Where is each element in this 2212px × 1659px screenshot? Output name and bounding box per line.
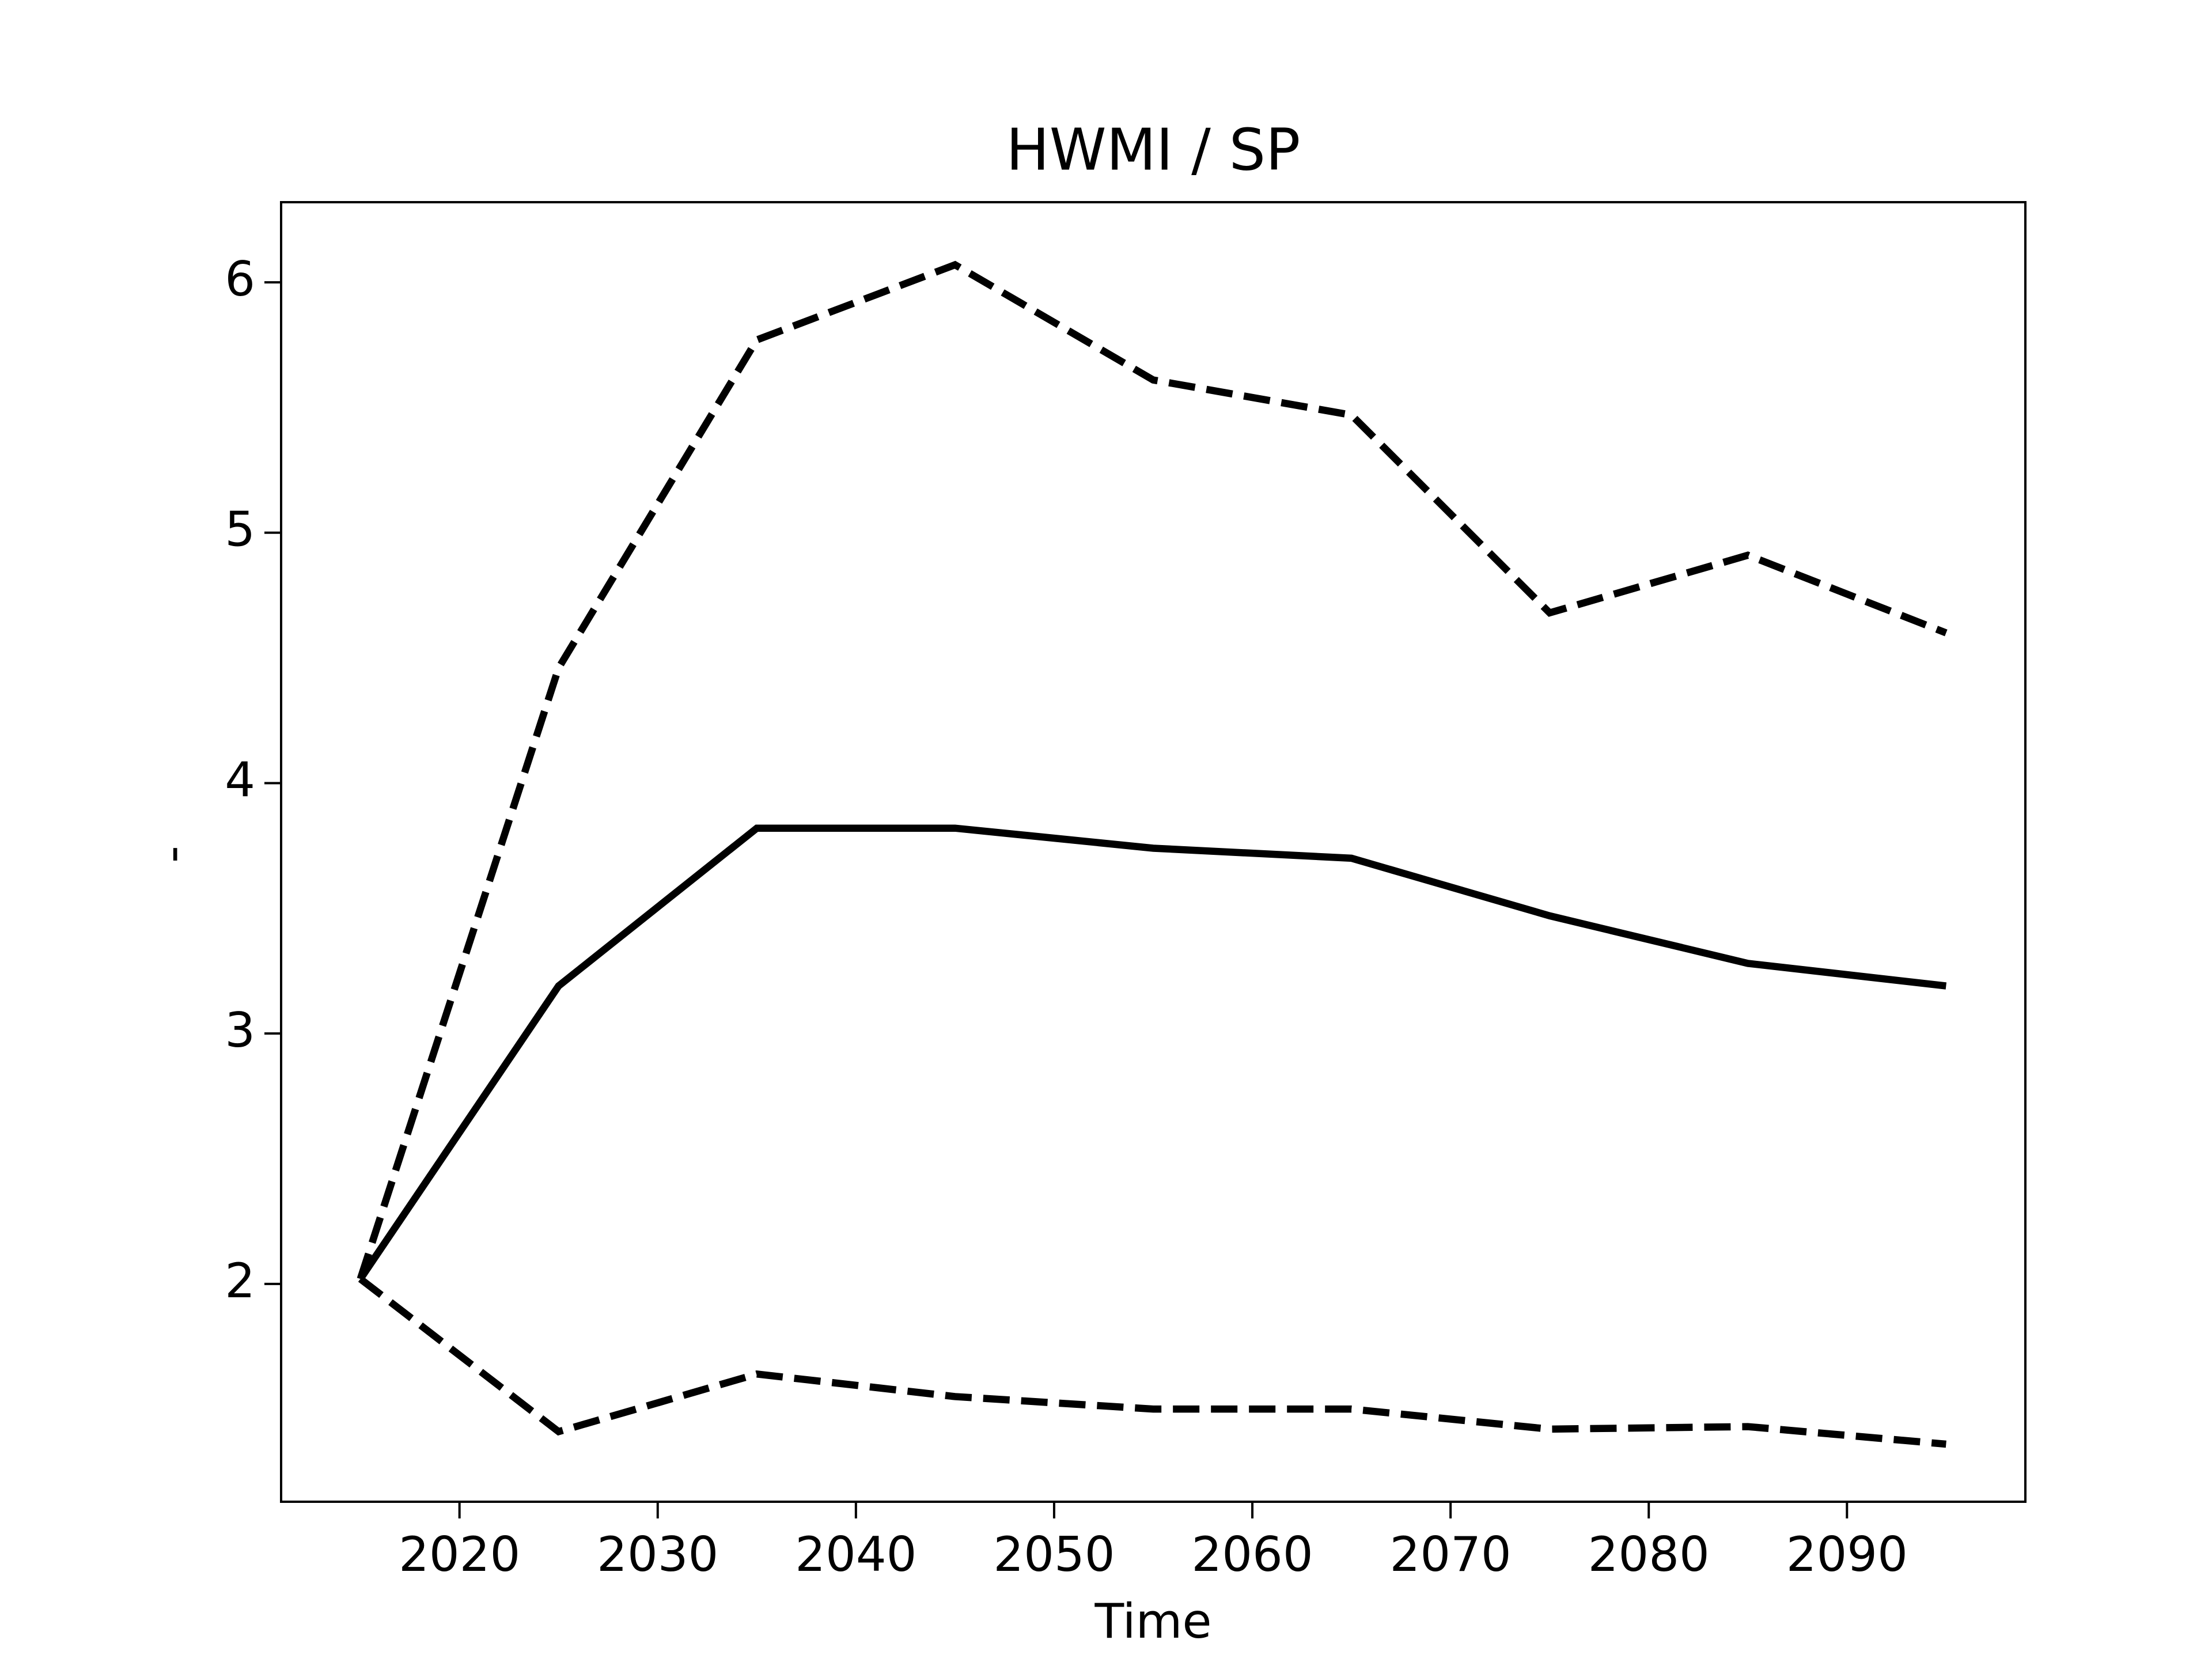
x-tick-label: 2080 xyxy=(1588,1527,1710,1582)
series-line xyxy=(357,260,1948,1281)
series-line xyxy=(358,1276,1946,1448)
plot-frame xyxy=(280,201,2027,1503)
y-tick-label: 6 xyxy=(225,251,255,307)
x-tick-label: 2050 xyxy=(993,1527,1115,1582)
y-tick-label: 4 xyxy=(225,752,255,808)
chart-title: HWMI / SP xyxy=(1006,116,1301,183)
x-tick-label: 2090 xyxy=(1786,1527,1908,1582)
y-tick-label: 2 xyxy=(225,1253,255,1309)
x-tick-label: 2020 xyxy=(399,1527,520,1582)
x-tick-label: 2060 xyxy=(1191,1527,1313,1582)
x-tick-label: 2040 xyxy=(795,1527,916,1582)
x-tick-label: 2030 xyxy=(597,1527,718,1582)
x-axis-label: Time xyxy=(1094,1593,1211,1649)
x-tick-label: 2070 xyxy=(1390,1527,1512,1582)
y-tick-label: 5 xyxy=(225,502,255,558)
series-line xyxy=(357,824,1947,1281)
y-tick-label: 3 xyxy=(225,1002,255,1058)
y-axis-label: - xyxy=(144,846,200,863)
